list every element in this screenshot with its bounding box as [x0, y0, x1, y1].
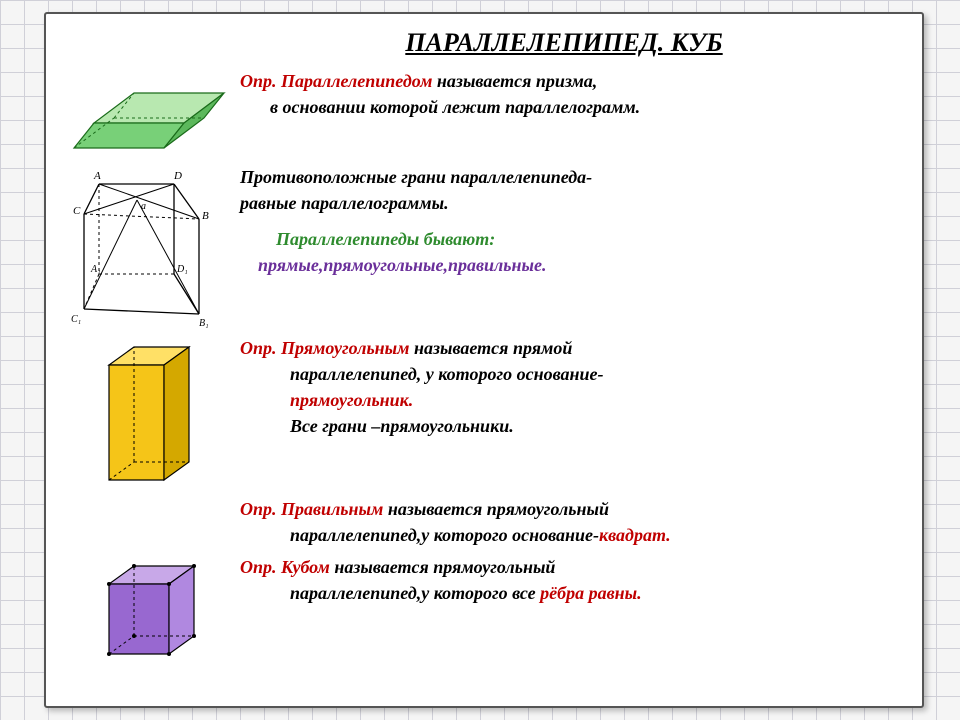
term-cube: Кубом: [281, 557, 330, 577]
svg-text:C: C: [73, 205, 81, 217]
property-block: Противоположные грани параллелепипеда- р…: [234, 164, 904, 278]
opr-label-4: Опр.: [240, 557, 277, 577]
figure-cube: [64, 554, 234, 669]
opr-label-3: Опр.: [240, 499, 277, 519]
page-title: ПАРАЛЛЕЛЕПИПЕД. КУБ: [224, 28, 904, 58]
figure-rectangular: [64, 335, 234, 490]
rectangular-box-icon: [84, 335, 214, 490]
row-regular: Опр. Правильным называется прямоугольный…: [64, 496, 904, 548]
definition-3: Опр. Правильным называется прямоугольный…: [234, 496, 904, 548]
svg-text:A: A: [93, 170, 101, 182]
definition-1: Опр. Параллелепипедом называется призма,…: [234, 68, 904, 120]
d2-line4: Все грани –прямоугольники.: [290, 413, 904, 439]
d2-rest: называется прямой: [410, 338, 573, 358]
d4-rest: называется прямоугольный: [330, 557, 556, 577]
definition-2: Опр. Прямоугольным называется прямой пар…: [234, 335, 904, 439]
d3-rest: называется прямоугольный: [383, 499, 609, 519]
svg-text:D₁: D₁: [176, 264, 188, 275]
types-list: прямые,прямоугольные,правильные.: [258, 252, 904, 278]
term-regular: Правильным: [281, 499, 383, 519]
wireframe-prism-icon: A D C B a A₁ D₁ C₁ B₁: [69, 164, 229, 329]
content-body: Опр. Параллелепипедом называется призма,…: [64, 68, 904, 669]
property-line2: равные параллелограммы.: [240, 190, 904, 216]
row-wire: A D C B a A₁ D₁ C₁ B₁ Противоположные гр…: [64, 164, 904, 329]
figure-wireframe: A D C B a A₁ D₁ C₁ B₁: [64, 164, 234, 329]
svg-text:a: a: [141, 201, 146, 212]
property-line1: Противоположные грани параллелепипеда-: [240, 164, 904, 190]
term-parallelepiped: Параллелепипедом: [281, 71, 432, 91]
d2-line3: прямоугольник.: [290, 387, 904, 413]
term-rectangular: Прямоугольным: [281, 338, 409, 358]
oblique-parallelepiped-icon: [64, 68, 234, 158]
d4-line2-pre: параллелепипед,у которого все: [290, 583, 540, 603]
d4-line2-term: рёбра равны.: [540, 583, 642, 603]
row-cube: Опр. Кубом называется прямоугольный пара…: [64, 554, 904, 669]
row-rect: Опр. Прямоугольным называется прямой пар…: [64, 335, 904, 490]
opr-label: Опр.: [240, 71, 277, 91]
types-header: Параллелепипеды бывают:: [276, 226, 904, 252]
whiteboard: ПАРАЛЛЕЛЕПИПЕД. КУБ Опр. Параллелепипедо…: [44, 12, 924, 708]
opr-label-2: Опр.: [240, 338, 277, 358]
cube-icon: [84, 554, 214, 669]
svg-text:D: D: [173, 170, 182, 182]
svg-text:C₁: C₁: [71, 314, 81, 325]
d3-line2-term: квадрат.: [599, 525, 671, 545]
d1-line2: в основании которой лежит параллелограмм…: [270, 94, 904, 120]
svg-text:B: B: [202, 210, 209, 222]
row-oblique: Опр. Параллелепипедом называется призма,…: [64, 68, 904, 158]
d3-line2-pre: параллелепипед,у которого основание-: [290, 525, 599, 545]
definition-4: Опр. Кубом называется прямоугольный пара…: [234, 554, 904, 606]
figure-oblique: [64, 68, 234, 158]
d2-line2: параллелепипед, у которого основание-: [290, 361, 904, 387]
svg-text:B₁: B₁: [199, 318, 209, 329]
d1-rest: называется призма,: [432, 71, 597, 91]
svg-text:A₁: A₁: [90, 264, 101, 275]
